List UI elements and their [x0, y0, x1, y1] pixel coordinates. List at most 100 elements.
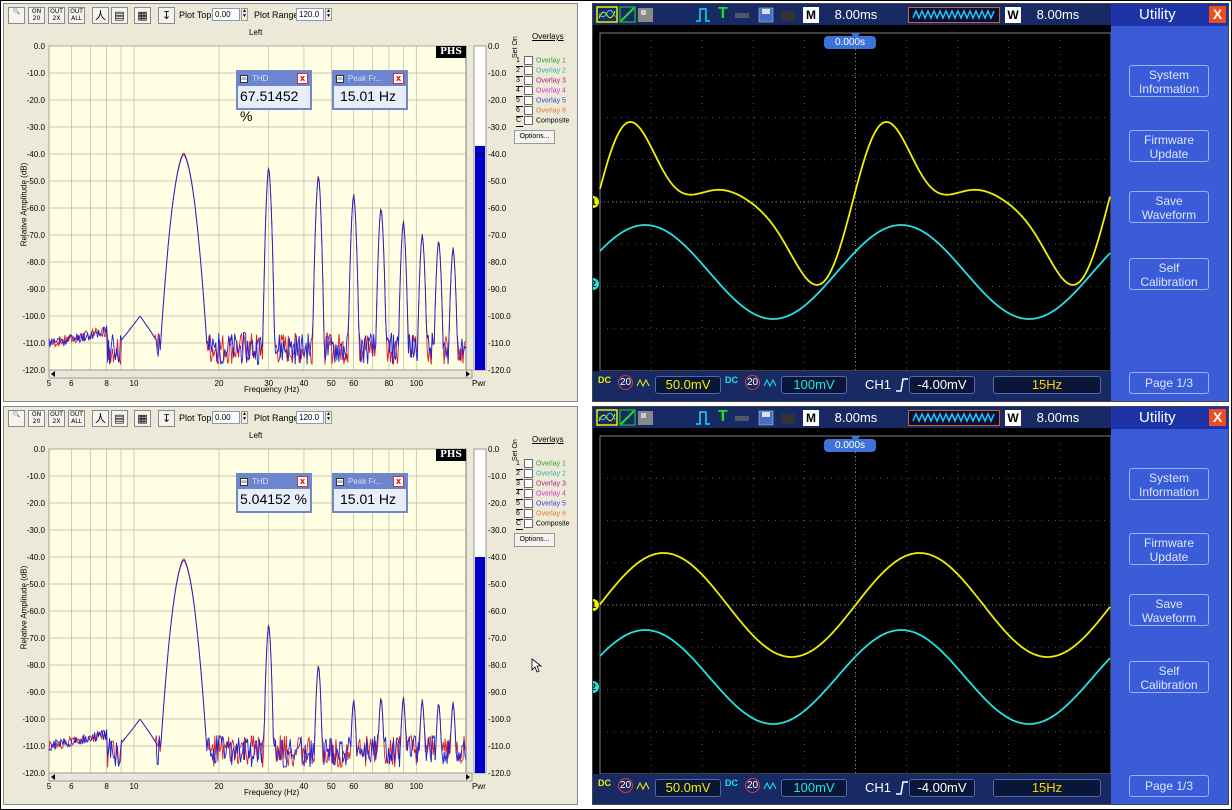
- self-calibration-button[interactable]: SelfCalibration: [1129, 661, 1209, 693]
- page-indicator-button[interactable]: Page 1/3: [1129, 775, 1209, 797]
- overlay-item[interactable]: 3Overlay 3: [516, 76, 566, 86]
- overlay-item[interactable]: 1Overlay 1: [516, 459, 566, 469]
- trigger-offset-label: 0.000s: [824, 439, 876, 452]
- overlay-label: Overlay 2: [536, 67, 566, 74]
- overlay-item[interactable]: 2Overlay 2: [516, 66, 566, 76]
- utility-menu: Utility X SystemInformation FirmwareUpda…: [1111, 407, 1228, 804]
- ch2-ground-marker: 2: [593, 681, 599, 693]
- overlay-item[interactable]: 1Overlay 1: [516, 56, 566, 66]
- main-timebase-icon: M: [803, 410, 819, 426]
- y-tick-label-right: -30.0: [488, 123, 507, 132]
- peak-frequency-window[interactable]: SSPeak Fr...x 15.01 Hz: [332, 70, 408, 110]
- overlay-checkbox[interactable]: [524, 116, 533, 125]
- thd-readout-window[interactable]: SSTHDx 67.51452 %: [236, 70, 312, 110]
- system-information-button[interactable]: SystemInformation: [1129, 65, 1209, 97]
- y-tick-label: -30.0: [27, 526, 46, 535]
- overlay-checkbox[interactable]: [524, 509, 533, 518]
- close-icon[interactable]: x: [393, 73, 404, 84]
- save-waveform-button[interactable]: SaveWaveform: [1129, 191, 1209, 223]
- overlay-item[interactable]: 3Overlay 3: [516, 479, 566, 489]
- overlay-item[interactable]: 5Overlay 5: [516, 96, 566, 106]
- x-tick-label: 10: [130, 782, 139, 791]
- overlay-checkbox[interactable]: [524, 76, 533, 85]
- ch1-bandwidth-limit: 20: [618, 778, 633, 793]
- overlay-item[interactable]: 4Overlay 4: [516, 489, 566, 499]
- overlay-checkbox[interactable]: [524, 56, 533, 65]
- close-icon[interactable]: x: [297, 73, 308, 84]
- overlay-label: Overlay 5: [536, 97, 566, 104]
- y-tick-label-right: -20.0: [488, 499, 507, 508]
- overlay-checkbox[interactable]: [524, 96, 533, 105]
- overlay-item[interactable]: CComposite: [516, 116, 569, 126]
- overlay-checkbox[interactable]: [524, 519, 533, 528]
- overlay-label: Overlay 6: [536, 107, 566, 114]
- ch1-ground-marker: 1: [593, 196, 599, 208]
- overlay-item[interactable]: 6Overlay 6: [516, 509, 566, 519]
- overlay-checkbox[interactable]: [524, 469, 533, 478]
- overlay-item[interactable]: 5Overlay 5: [516, 499, 566, 509]
- ch2-invert-icon: [763, 377, 777, 389]
- peak-frequency-window[interactable]: SSPeak Fr...x 15.01 Hz: [332, 473, 408, 513]
- overlay-checkbox[interactable]: [524, 86, 533, 95]
- options-button[interactable]: Options...: [514, 533, 555, 547]
- system-information-button[interactable]: SystemInformation: [1129, 468, 1209, 500]
- options-button[interactable]: Options...: [514, 130, 555, 144]
- ch2-scale: 100mV: [781, 376, 847, 394]
- y-tick-label: -50.0: [27, 580, 46, 589]
- firmware-update-button[interactable]: FirmwareUpdate: [1129, 130, 1209, 162]
- close-icon[interactable]: x: [393, 476, 404, 487]
- ch2-coupling: DC: [725, 376, 738, 384]
- scope-waveform-display: 12: [593, 26, 1113, 371]
- overlay-item[interactable]: 4Overlay 4: [516, 86, 566, 96]
- thd-readout-window[interactable]: SSTHDx 5.04152 %: [236, 473, 312, 513]
- self-calibration-button[interactable]: SelfCalibration: [1129, 258, 1209, 290]
- spectrum-chart: 0.00.0-10.0-10.0-20.0-20.0-30.0-30.0-40.…: [4, 4, 578, 402]
- close-icon[interactable]: x: [297, 476, 308, 487]
- y-tick-label: -60.0: [27, 204, 46, 213]
- page-indicator-button[interactable]: Page 1/3: [1129, 372, 1209, 394]
- overlay-checkbox[interactable]: [524, 499, 533, 508]
- svg-text:1: 1: [593, 600, 596, 610]
- overlay-checkbox[interactable]: [524, 459, 533, 468]
- peak-frequency-value: 15.01 Hz: [334, 86, 406, 106]
- overlay-item[interactable]: 2Overlay 2: [516, 469, 566, 479]
- panel-bottom: 🔍 ON 20 OUT 2X OUT ALL 人 ▤ ▦ ↧ Plot Top:…: [3, 406, 1229, 805]
- overlay-checkbox[interactable]: [524, 489, 533, 498]
- window-icon: SS: [336, 478, 344, 486]
- trigger-level: -4.00mV: [909, 779, 975, 797]
- oscilloscope-screen: T M 8.00ms W 8.00ms 12 0.000s DC 20 50.0…: [592, 406, 1229, 805]
- overlay-checkbox[interactable]: [524, 66, 533, 75]
- overlay-item[interactable]: 6Overlay 6: [516, 106, 566, 116]
- utility-menu: Utility X SystemInformation FirmwareUpda…: [1111, 4, 1228, 401]
- y-tick-label-right: -50.0: [488, 177, 507, 186]
- x-tick-label: 100: [410, 782, 424, 791]
- x-tick-label: 20: [215, 782, 224, 791]
- ch1-ground-marker: 1: [593, 599, 599, 611]
- ch1-scale: 50.0mV: [655, 779, 721, 797]
- scope-waveform-display: 12: [593, 429, 1113, 774]
- overlay-set-number[interactable]: C: [516, 519, 523, 530]
- save-waveform-button[interactable]: SaveWaveform: [1129, 594, 1209, 626]
- overlay-label: Overlay 3: [536, 77, 566, 84]
- overlay-checkbox[interactable]: [524, 479, 533, 488]
- overlay-label: Overlay 1: [536, 57, 566, 64]
- overlay-set-number[interactable]: C: [516, 116, 523, 127]
- firmware-update-button[interactable]: FirmwareUpdate: [1129, 533, 1209, 565]
- close-icon[interactable]: X: [1209, 409, 1226, 426]
- x-tick-label: 30: [264, 782, 273, 791]
- x-tick-label: 50: [327, 379, 336, 388]
- overlay-label: Composite: [536, 520, 569, 527]
- pwr-label: Pwr: [472, 379, 486, 388]
- overlay-label: Overlay 4: [536, 87, 566, 94]
- trigger-source: CH1: [865, 376, 891, 394]
- svg-text:2: 2: [593, 279, 596, 289]
- svg-text:2: 2: [593, 682, 596, 692]
- overlay-label: Overlay 6: [536, 510, 566, 517]
- overlay-item[interactable]: C Composite: [516, 519, 569, 529]
- close-icon[interactable]: X: [1209, 6, 1226, 23]
- x-tick-label: 80: [384, 379, 393, 388]
- overlay-checkbox[interactable]: [524, 106, 533, 115]
- trigger-status: T: [718, 5, 732, 23]
- thd-value: 67.51452 %: [238, 86, 310, 126]
- overlay-label: Overlay 4: [536, 490, 566, 497]
